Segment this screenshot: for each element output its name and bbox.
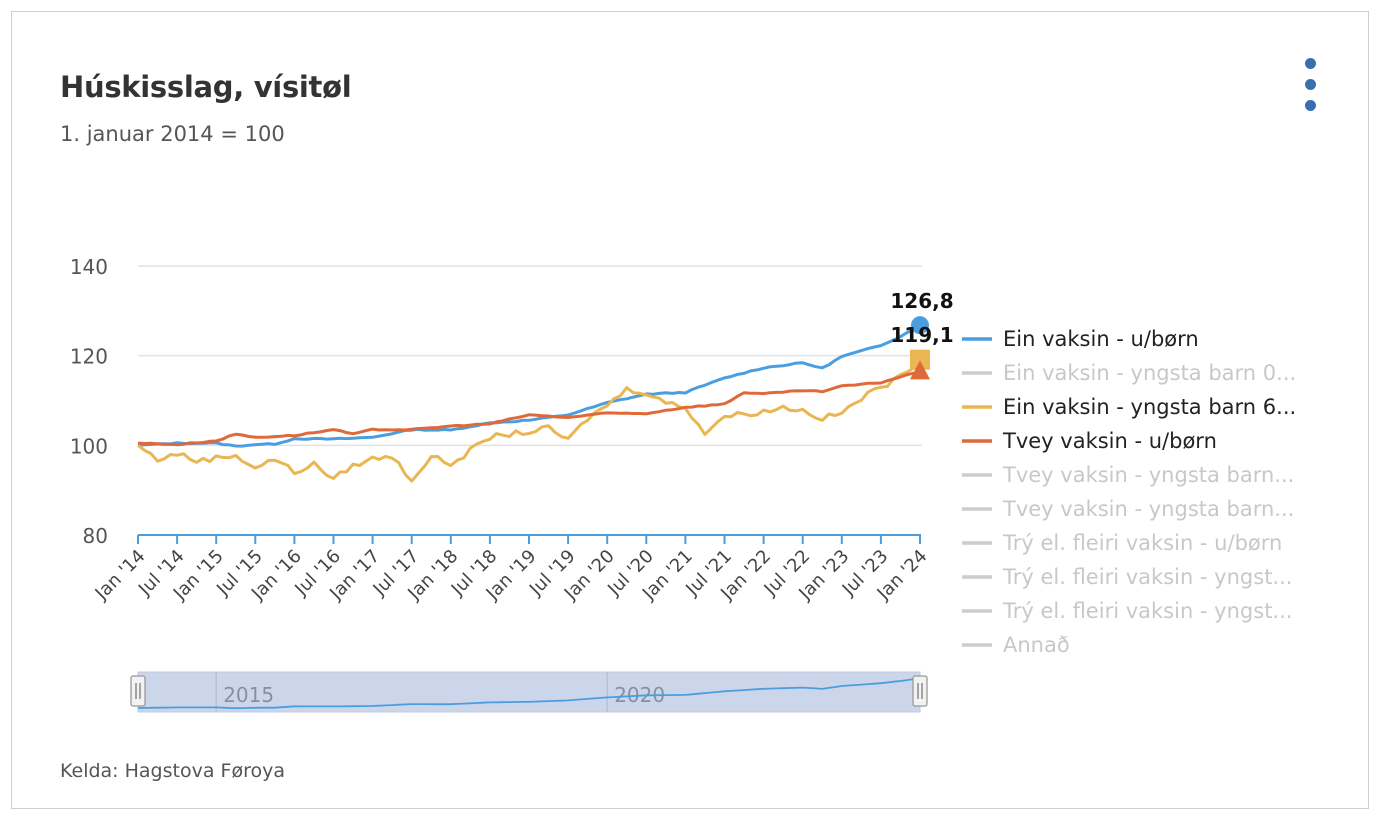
legend-item[interactable]: Trý el. fleiri vaksin - u/børn [962,531,1282,555]
end-markers: 126,8 119,1 [890,289,954,380]
y-axis: 80 100 120 140 [70,255,108,548]
series-line[interactable] [137,323,921,448]
three-dots-vertical-icon [1305,100,1316,111]
three-dots-vertical-icon [1305,58,1316,69]
data-label: 126,8 [890,289,953,313]
end-marker-triangle[interactable] [910,360,930,380]
end-marker-square[interactable] [910,349,930,370]
legend-item[interactable]: Trý el. fleiri vaksin - yngst... [962,565,1292,589]
chart-source: Kelda: Hagstova Føroya [60,760,285,782]
navigator-series-line [137,677,921,710]
legend-item[interactable]: Ein vaksin - yngsta barn 0... [962,361,1296,385]
y-tick-label: 140 [70,255,108,279]
y-tick-label: 100 [70,434,108,458]
legend-item[interactable]: Annað [962,633,1070,657]
data-label: 119,1 [890,323,953,347]
legend-item[interactable]: Tvey vaksin - yngsta barn... [962,463,1294,487]
legend-item[interactable]: Tvey vaksin - yngsta barn... [962,497,1294,521]
navigator-year-label: 2015 [223,683,274,707]
navigator-handle-right[interactable] [912,675,928,707]
legend-label: Ein vaksin - yngsta barn 6... [1003,395,1296,419]
series-group [137,323,922,483]
chart-menu-button[interactable] [1296,54,1326,124]
legend: Ein vaksin - u/børn Ein vaksin - yngsta b… [962,327,1296,657]
legend-label: Trý el. fleiri vaksin - u/børn [1002,531,1282,555]
legend-item[interactable]: Ein vaksin - yngsta barn 6... [962,395,1296,419]
legend-label: Ein vaksin - u/børn [1003,327,1199,351]
series-line[interactable] [137,358,922,483]
y-tick-label: 80 [83,524,108,548]
three-dots-vertical-icon [1305,79,1316,90]
navigator-mask[interactable] [137,671,921,713]
legend-item[interactable]: Trý el. fleiri vaksin - yngst... [962,599,1292,623]
legend-label: Tvey vaksin - yngsta barn... [1002,463,1294,487]
legend-item[interactable]: Tvey vaksin - u/børn [962,429,1217,453]
handle-grip[interactable] [912,675,928,707]
x-tick-label: Jan '14 [91,546,150,605]
y-tick-label: 120 [70,345,108,369]
legend-label: Trý el. fleiri vaksin - yngst... [1002,599,1292,623]
legend-label: Trý el. fleiri vaksin - yngst... [1002,565,1292,589]
chart-title: Húskisslag, vísitøl [60,70,352,104]
legend-item[interactable]: Ein vaksin - u/børn [962,327,1199,351]
end-marker-circle[interactable] [911,316,929,335]
legend-label: Tvey vaksin - u/børn [1002,429,1217,453]
range-navigator[interactable]: 2015 2020 [130,671,928,713]
legend-label: Annað [1003,633,1070,657]
chart-subtitle: 1. januar 2014 = 100 [60,122,285,146]
handle-grip[interactable] [130,675,146,707]
legend-label: Tvey vaksin - yngsta barn... [1002,497,1294,521]
grid [138,265,922,447]
legend-label: Ein vaksin - yngsta barn 0... [1003,361,1296,385]
series-line[interactable] [137,369,921,447]
navigator-handle-left[interactable] [130,675,146,707]
